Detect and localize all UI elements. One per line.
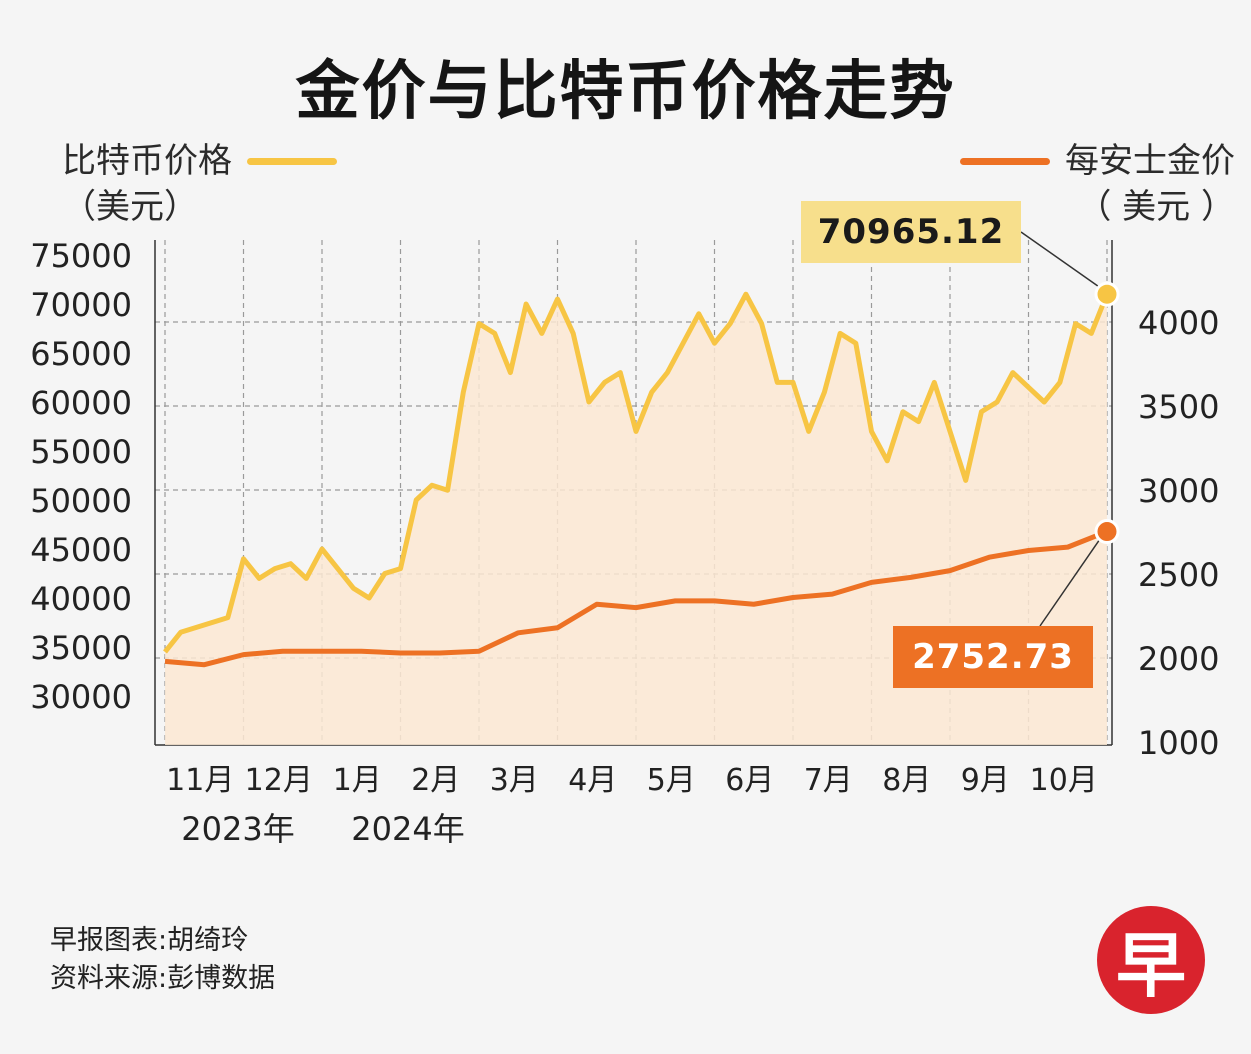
x-tick-label: 6月 xyxy=(725,763,774,798)
y-left-tick-label: 50000 xyxy=(30,482,132,520)
gold-price-line xyxy=(164,529,1108,668)
gold-callout-leader xyxy=(1039,537,1102,627)
y-right-tick-label: 4000 xyxy=(1138,304,1219,342)
gold-legend: 每安士金价 （ 美元 ） xyxy=(950,138,1235,230)
x-tick-label: 5月 xyxy=(647,763,696,798)
gold-legend-unit: （ 美元 ） xyxy=(1077,187,1235,227)
footer-source: 资料来源:彭博数据 xyxy=(50,963,276,994)
footer-credit: 早报图表:胡绮玲 xyxy=(50,925,249,956)
y-left-tick-label: 35000 xyxy=(30,629,132,667)
x-tick-label: 8月 xyxy=(882,763,931,798)
btc-last-value-callout: 70965.12 xyxy=(801,201,1021,263)
gold-end-marker xyxy=(1094,519,1120,545)
btc-legend-label: 比特币价格 xyxy=(62,141,232,181)
zaobao-logo: 早 xyxy=(1097,906,1205,1014)
y-left-tick-label: 60000 xyxy=(30,384,132,422)
y-right-tick-label: 3000 xyxy=(1138,472,1219,510)
btc-callout-leader xyxy=(1020,231,1102,289)
y-right-tick-label: 2500 xyxy=(1138,556,1219,594)
y-right-tick-label: 3500 xyxy=(1138,388,1219,426)
y-left-tick-label: 45000 xyxy=(30,531,132,569)
chart-area: 75000 70000 65000 60000 55000 50000 45000 40000… xyxy=(30,231,1219,848)
chart-title: 金价与比特币价格走势 xyxy=(295,55,956,129)
btc-area-fill xyxy=(165,294,1107,745)
gold-last-value-callout: 2752.73 xyxy=(893,626,1093,688)
year-label-2023: 2023年 xyxy=(181,810,294,848)
btc-end-marker xyxy=(1094,281,1120,307)
y-left-tick-label: 65000 xyxy=(30,335,132,373)
x-tick-label: 4月 xyxy=(568,763,617,798)
x-tick-label: 12月 xyxy=(245,763,313,798)
x-tick-label: 1月 xyxy=(333,763,382,798)
btc-price-line xyxy=(163,291,1110,654)
btc-legend-unit: （美元） xyxy=(62,187,198,227)
y-left-tick-label: 75000 xyxy=(30,237,132,275)
year-label-2024: 2024年 xyxy=(351,810,464,848)
x-tick-label: 2月 xyxy=(411,763,460,798)
y-left-tick-label: 70000 xyxy=(30,286,132,324)
gold-legend-label: 每安士金价 xyxy=(1065,141,1235,181)
y-right-tick-label: 1000 xyxy=(1138,724,1219,762)
footer: 早报图表:胡绮玲 资料来源:彭博数据 xyxy=(50,922,275,998)
y-left-tick-label: 30000 xyxy=(30,678,132,716)
y-right-tick-label: 2000 xyxy=(1138,640,1219,678)
x-tick-label: 11月 xyxy=(166,763,234,798)
x-tick-label: 10月 xyxy=(1030,763,1098,798)
btc-legend-swatch xyxy=(247,157,338,165)
x-tick-label: 3月 xyxy=(490,763,539,798)
btc-legend: 比特币价格 （美元） xyxy=(62,138,347,230)
x-tick-label: 7月 xyxy=(804,763,853,798)
x-tick-label: 9月 xyxy=(961,763,1010,798)
gold-legend-swatch xyxy=(959,157,1050,165)
y-left-tick-label: 55000 xyxy=(30,433,132,471)
y-left-tick-label: 40000 xyxy=(30,580,132,618)
